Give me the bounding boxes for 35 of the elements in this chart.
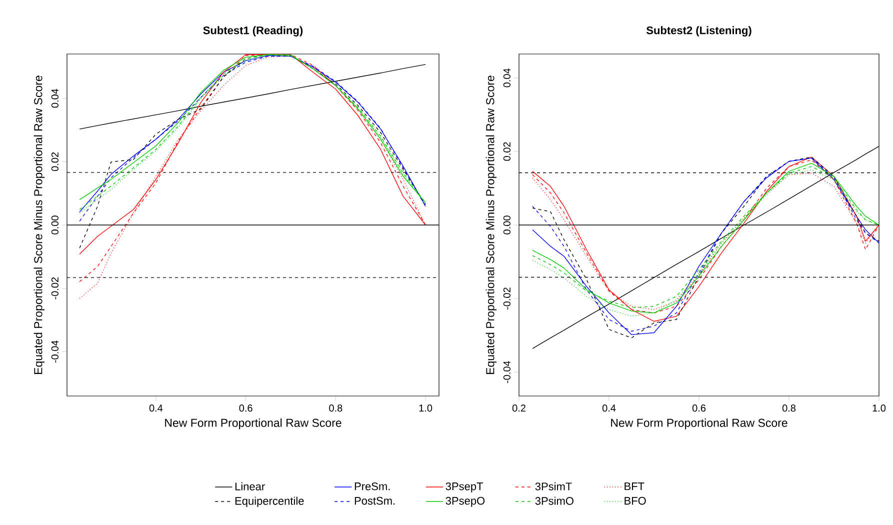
legend-label: 3PsepO	[446, 496, 485, 507]
y-tick-label: 0.02	[503, 142, 510, 161]
y-tick-label: 0.00	[503, 216, 510, 234]
legend-label: Equipercentile	[235, 496, 304, 507]
y-tick-label: -0.02	[503, 288, 510, 310]
legend-label: 3PsepT	[446, 482, 483, 492]
y-tick-label: 0.04	[503, 68, 510, 88]
legend-label: PostSm.	[354, 496, 395, 505]
x-tick-label: 0.4	[602, 404, 616, 412]
x-tick-label: 1.0	[419, 404, 432, 412]
y-axis-title: Equated Proportional Score Minus Proportional Raw Score	[34, 76, 45, 374]
y-tick-label: 0.04	[51, 88, 58, 108]
legend-label: PreSm.	[354, 482, 390, 490]
legend-label: 3PsimT	[535, 482, 572, 490]
x-tick-label: 0.4	[149, 404, 163, 412]
y-tick-label: 0.02	[51, 152, 58, 172]
x-tick-label: 0.6	[692, 404, 706, 412]
y-tick-label: 0.00	[51, 216, 58, 234]
x-tick-label: 0.2	[512, 404, 526, 412]
y-tick-label: -0.02	[51, 277, 58, 300]
legend-label: BFT	[624, 482, 644, 490]
x-tick-label: 1.0	[872, 404, 886, 412]
y-tick-label: -0.04	[51, 340, 58, 363]
y-axis-title: Equated Proportional Score Minus Proportional Raw Score	[486, 76, 497, 374]
x-tick-label: 0.8	[782, 404, 796, 412]
legend-label: 3PsimO	[535, 496, 574, 505]
legend-label: Linear	[235, 482, 265, 490]
chart-title: Subtest1 (Reading)	[203, 26, 303, 36]
x-tick-label: 0.8	[329, 404, 342, 412]
chart-title: Subtest2 (Listening)	[646, 26, 752, 36]
y-tick-label: -0.04	[503, 360, 510, 384]
x-axis-title: New Form Proportional Raw Score	[165, 418, 342, 430]
legend-label: BFO	[624, 496, 646, 505]
x-axis-title: New Form Proportional Raw Score	[611, 418, 788, 430]
x-tick-label: 0.6	[239, 404, 252, 412]
